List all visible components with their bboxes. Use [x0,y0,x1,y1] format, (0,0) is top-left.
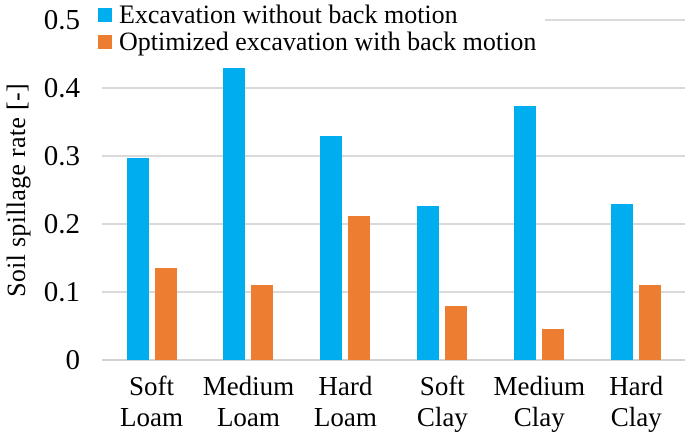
y-tick-label: 0.5 [43,4,80,36]
legend: Excavation without back motion Optimized… [98,0,546,56]
y-tick-label: 0 [65,344,81,376]
legend-item-without-back-motion: Excavation without back motion [98,0,546,29]
legend-label-without-back-motion: Excavation without back motion [119,0,458,29]
y-tick-label: 0.2 [43,208,80,240]
gridline [102,155,685,157]
bar-with-back-motion [251,284,274,360]
gridline [102,223,685,225]
x-tick-label: Medium Loam [202,371,295,432]
x-tick-label: Soft Loam [120,371,183,432]
x-tick-label: Medium Clay [493,371,586,432]
legend-item-with-back-motion: Optimized excavation with back motion [98,27,546,56]
x-tick-label: Soft Clay [416,371,468,432]
y-tick-label: 0.4 [43,72,80,104]
legend-swatch-blue-icon [98,8,112,22]
bar-without-back-motion [126,158,149,360]
bar-with-back-motion [639,285,662,360]
bar-without-back-motion [223,67,246,360]
bar-with-back-motion [542,329,565,360]
bar-without-back-motion [514,105,537,360]
legend-swatch-orange-icon [98,35,112,49]
x-axis-line [102,359,685,361]
gridline [102,291,685,293]
bar-with-back-motion [348,215,371,360]
y-tick-label: 0.3 [43,140,80,172]
legend-label-with-back-motion: Optimized excavation with back motion [119,27,537,56]
x-tick-label: Hard Clay [609,371,664,432]
gridline [102,87,685,89]
plot-area [102,19,685,361]
bar-without-back-motion [417,205,440,360]
bar-without-back-motion [320,135,343,360]
bar-with-back-motion [445,306,468,360]
y-tick-label: 0.1 [43,276,80,308]
y-axis-title: Soil spillage rate [-] [2,83,31,297]
x-tick-label: Hard Loam [313,371,377,432]
bar-with-back-motion [154,267,177,360]
bar-without-back-motion [611,203,634,360]
